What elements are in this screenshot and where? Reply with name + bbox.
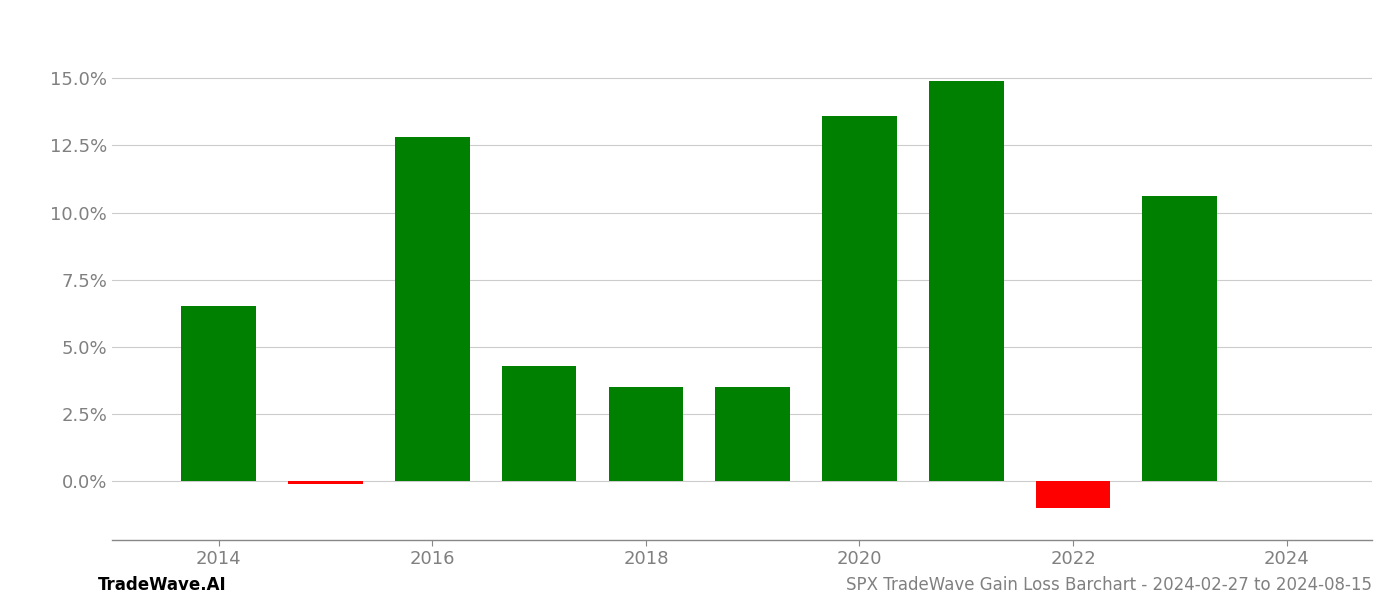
Bar bbox=[501, 365, 577, 481]
Bar bbox=[1036, 481, 1110, 508]
Bar bbox=[928, 81, 1004, 481]
Text: SPX TradeWave Gain Loss Barchart - 2024-02-27 to 2024-08-15: SPX TradeWave Gain Loss Barchart - 2024-… bbox=[846, 576, 1372, 594]
Bar bbox=[395, 137, 470, 481]
Bar bbox=[822, 116, 897, 481]
Bar bbox=[288, 481, 363, 484]
Bar bbox=[182, 307, 256, 481]
Bar bbox=[609, 387, 683, 481]
Bar bbox=[715, 387, 790, 481]
Bar bbox=[1142, 196, 1217, 481]
Text: TradeWave.AI: TradeWave.AI bbox=[98, 576, 227, 594]
